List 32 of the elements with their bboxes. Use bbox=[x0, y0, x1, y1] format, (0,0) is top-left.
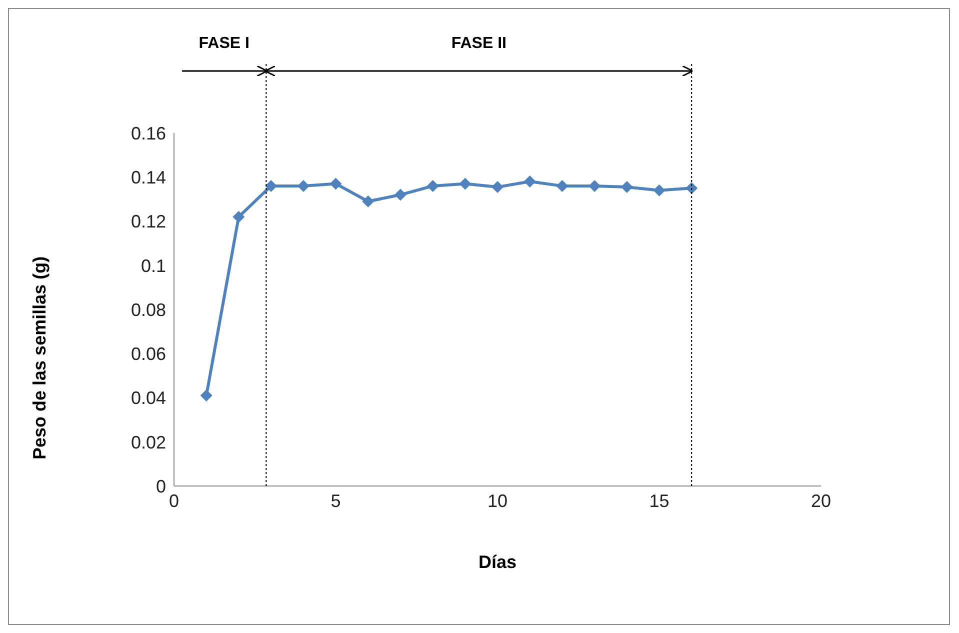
x-tick-label: 20 bbox=[810, 490, 832, 511]
x-axis-title: Días bbox=[478, 552, 517, 572]
y-tick-label: 0.16 bbox=[130, 123, 166, 144]
point bbox=[588, 180, 601, 192]
x-tick-label: 10 bbox=[487, 490, 508, 511]
y-tick-label: 0.04 bbox=[130, 388, 166, 408]
y-tick-label: 0.06 bbox=[130, 344, 166, 364]
x-tick-label: 5 bbox=[330, 490, 341, 511]
x-tick-label: 0 bbox=[168, 490, 180, 511]
point bbox=[556, 180, 568, 192]
point bbox=[653, 184, 666, 196]
y-tick-label: 0.1 bbox=[140, 256, 166, 276]
point bbox=[620, 181, 633, 194]
y-tick-label: 0.14 bbox=[130, 168, 166, 188]
point bbox=[492, 181, 504, 194]
point bbox=[232, 210, 245, 223]
point bbox=[394, 188, 406, 201]
y-tick-label: 0.12 bbox=[130, 212, 166, 232]
point bbox=[459, 178, 472, 190]
point bbox=[330, 178, 342, 190]
y-axis-title: Peso de las semillas (g) bbox=[29, 256, 50, 460]
point bbox=[426, 180, 439, 192]
x-tick-label: 15 bbox=[649, 490, 670, 511]
text: FASE I bbox=[198, 35, 250, 52]
point bbox=[362, 195, 374, 208]
point bbox=[524, 176, 536, 188]
point bbox=[200, 390, 212, 402]
point bbox=[686, 182, 698, 194]
text: FASE II bbox=[451, 35, 506, 52]
y-tick-label: 0.02 bbox=[130, 432, 166, 452]
y-tick-label: 0.08 bbox=[130, 300, 166, 320]
y-tick-label: 0 bbox=[156, 476, 166, 496]
